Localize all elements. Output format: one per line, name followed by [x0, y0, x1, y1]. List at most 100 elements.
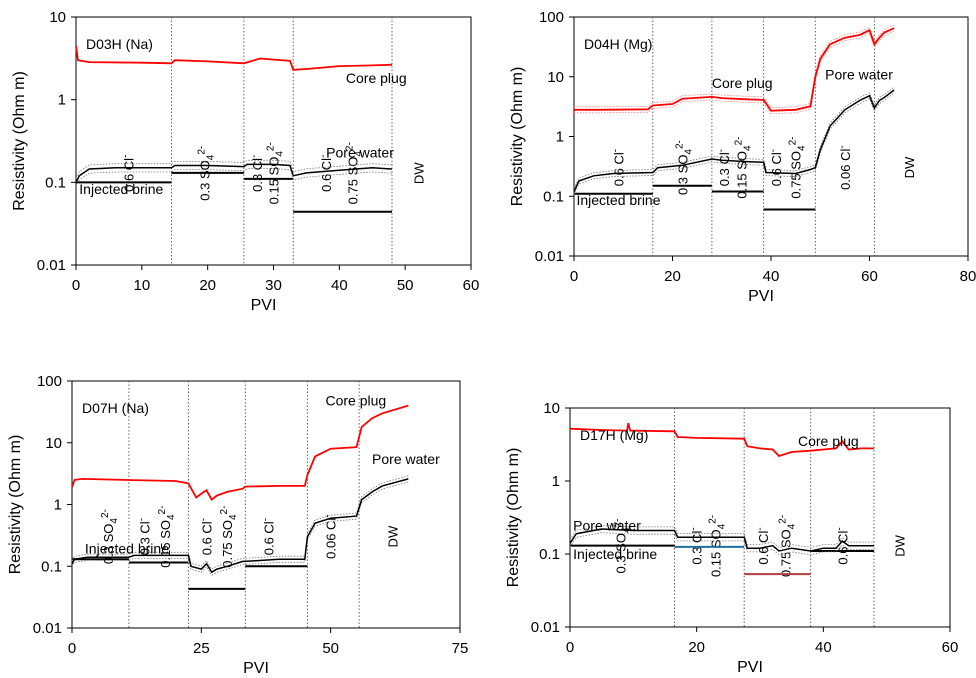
series-envelope [71, 481, 409, 576]
x-tick-label: 20 [199, 277, 216, 294]
y-tick-label: 1 [58, 92, 66, 109]
series-envelope [574, 30, 895, 115]
chart-1: 0.6 Cl-0.3 SO42-0.3 Cl-0.15 SO42-0.6 Cl-… [509, 9, 976, 305]
series-line-core-plug [75, 45, 393, 71]
x-tick-label: 40 [763, 268, 780, 285]
plot-area-frame [569, 407, 951, 628]
zone-label: 0.75 SO42- [777, 515, 797, 577]
zone-label: 0.6 Cl- [834, 527, 850, 564]
x-tick-label: 80 [960, 268, 976, 285]
x-tick-label: 30 [265, 277, 282, 294]
chart-title: D07H (Na) [82, 400, 149, 416]
y-tick-label: 0.01 [33, 620, 62, 637]
annotation-label: Pore water [372, 451, 440, 467]
x-tick-label: 60 [463, 277, 480, 294]
zone-label: 0.6 Cl- [261, 518, 277, 555]
series-envelope [75, 159, 393, 179]
zone-label: 0.75 SO42- [219, 506, 239, 568]
y-tick-label: 0.1 [539, 546, 560, 563]
zone-label: DW [386, 525, 401, 547]
x-axis-title: PVI [737, 659, 763, 676]
series-envelope [71, 475, 409, 570]
zone-label: 0.6 Cl- [610, 149, 626, 186]
annotation-label: Injected brine [573, 546, 657, 562]
y-tick-label: 10 [547, 69, 564, 86]
series-envelope [574, 24, 895, 109]
series-line-pore-water [569, 528, 874, 552]
x-axis-title: PVI [251, 297, 277, 314]
y-axis-title: Resistivity (Ohm m) [509, 67, 526, 207]
charts-group: 0.6 Cl-0.3 SO42-0.3 Cl-0.15 SO42-0.6 Cl-… [7, 9, 976, 677]
annotation-label: Core plug [798, 433, 859, 449]
y-tick-label: 100 [37, 373, 62, 390]
x-tick-label: 10 [133, 277, 150, 294]
x-tick-label: 0 [72, 277, 80, 294]
y-tick-label: 0.01 [535, 248, 564, 265]
series-line-core-plug [574, 27, 895, 112]
y-tick-label: 10 [49, 9, 66, 26]
zone-label: 0.6 Cl- [768, 149, 784, 186]
x-tick-label: 0 [570, 268, 578, 285]
zone-label: 0.3 SO42- [196, 146, 216, 201]
series-line-pore-water [75, 163, 393, 183]
y-tick-label: 1 [552, 473, 560, 490]
x-tick-label: 40 [331, 277, 348, 294]
series-line-core-plug [569, 422, 874, 458]
zone-label: 0.3 Cl- [136, 518, 152, 555]
series-envelope [569, 524, 874, 548]
chart-2: 0.3 SO42-0.3 Cl-0.15 SO42-0.6 Cl-0.75 SO… [7, 373, 468, 677]
zone-label: 0.75 SO42- [788, 136, 808, 198]
zone-label: 0.6 Cl- [199, 518, 215, 555]
x-tick-label: 50 [322, 640, 339, 657]
series-line-pore-water [573, 89, 895, 192]
annotation-label: Injected brine [85, 541, 169, 557]
annotation-label: Core plug [346, 70, 407, 86]
x-tick-label: 0 [68, 640, 76, 657]
zone-label: DW [411, 162, 426, 184]
annotation-label: Injected brine [576, 192, 660, 208]
y-axis-title: Resistivity (Ohm m) [11, 71, 28, 211]
x-tick-label: 50 [397, 277, 414, 294]
chart-3: 0.3 SO42-0.3 Cl-0.15 SO42-0.6 Cl-0.75 SO… [505, 400, 958, 676]
zone-label: 0.06 Cl- [837, 145, 853, 190]
series-envelope [573, 86, 895, 189]
y-tick-label: 1 [54, 497, 62, 514]
y-tick-label: 0.1 [543, 188, 564, 205]
y-tick-label: 0.1 [45, 174, 66, 191]
chart-0: 0.6 Cl-0.3 SO42-0.3 Cl-0.15 SO42-0.6 Cl-… [11, 9, 479, 314]
x-tick-label: 20 [664, 268, 681, 285]
y-tick-label: 100 [539, 9, 564, 26]
y-tick-label: 0.01 [531, 619, 560, 636]
chart-title: D17H (Mg) [580, 427, 648, 443]
zone-label: 0.15 SO42- [733, 136, 753, 198]
zone-label: 0.3 Cl- [249, 155, 265, 192]
x-tick-label: 0 [566, 639, 574, 656]
x-tick-label: 60 [942, 639, 959, 656]
annotation-label: Pore water [825, 66, 893, 82]
x-tick-label: 60 [861, 268, 878, 285]
series-line-core-plug [71, 404, 409, 501]
y-tick-label: 1 [556, 129, 564, 146]
x-tick-label: 40 [815, 639, 832, 656]
y-tick-label: 10 [543, 400, 560, 417]
series-line-pore-water [71, 478, 409, 574]
zone-label: DW [892, 534, 907, 556]
zone-label: 0.3 Cl- [716, 149, 732, 186]
y-tick-label: 0.1 [41, 558, 62, 575]
y-tick-label: 0.01 [37, 257, 66, 274]
chart-title: D03H (Na) [86, 36, 153, 52]
y-axis-title: Resistivity (Ohm m) [7, 435, 24, 575]
zone-label: 0.06 Cl- [323, 514, 339, 559]
annotation-label: Injected brine [79, 181, 163, 197]
x-tick-label: 75 [452, 640, 469, 657]
annotation-label: Core plug [712, 75, 773, 91]
series-envelope [569, 532, 874, 556]
annotation-label: Core plug [325, 393, 386, 409]
annotation-label: Pore water [573, 517, 641, 533]
annotation-label: Pore water [326, 144, 394, 160]
y-axis-title: Resistivity (Ohm m) [505, 448, 522, 588]
y-tick-label: 10 [45, 435, 62, 452]
chart-title: D04H (Mg) [584, 36, 652, 52]
zone-label: 0.6 Cl- [121, 155, 137, 192]
